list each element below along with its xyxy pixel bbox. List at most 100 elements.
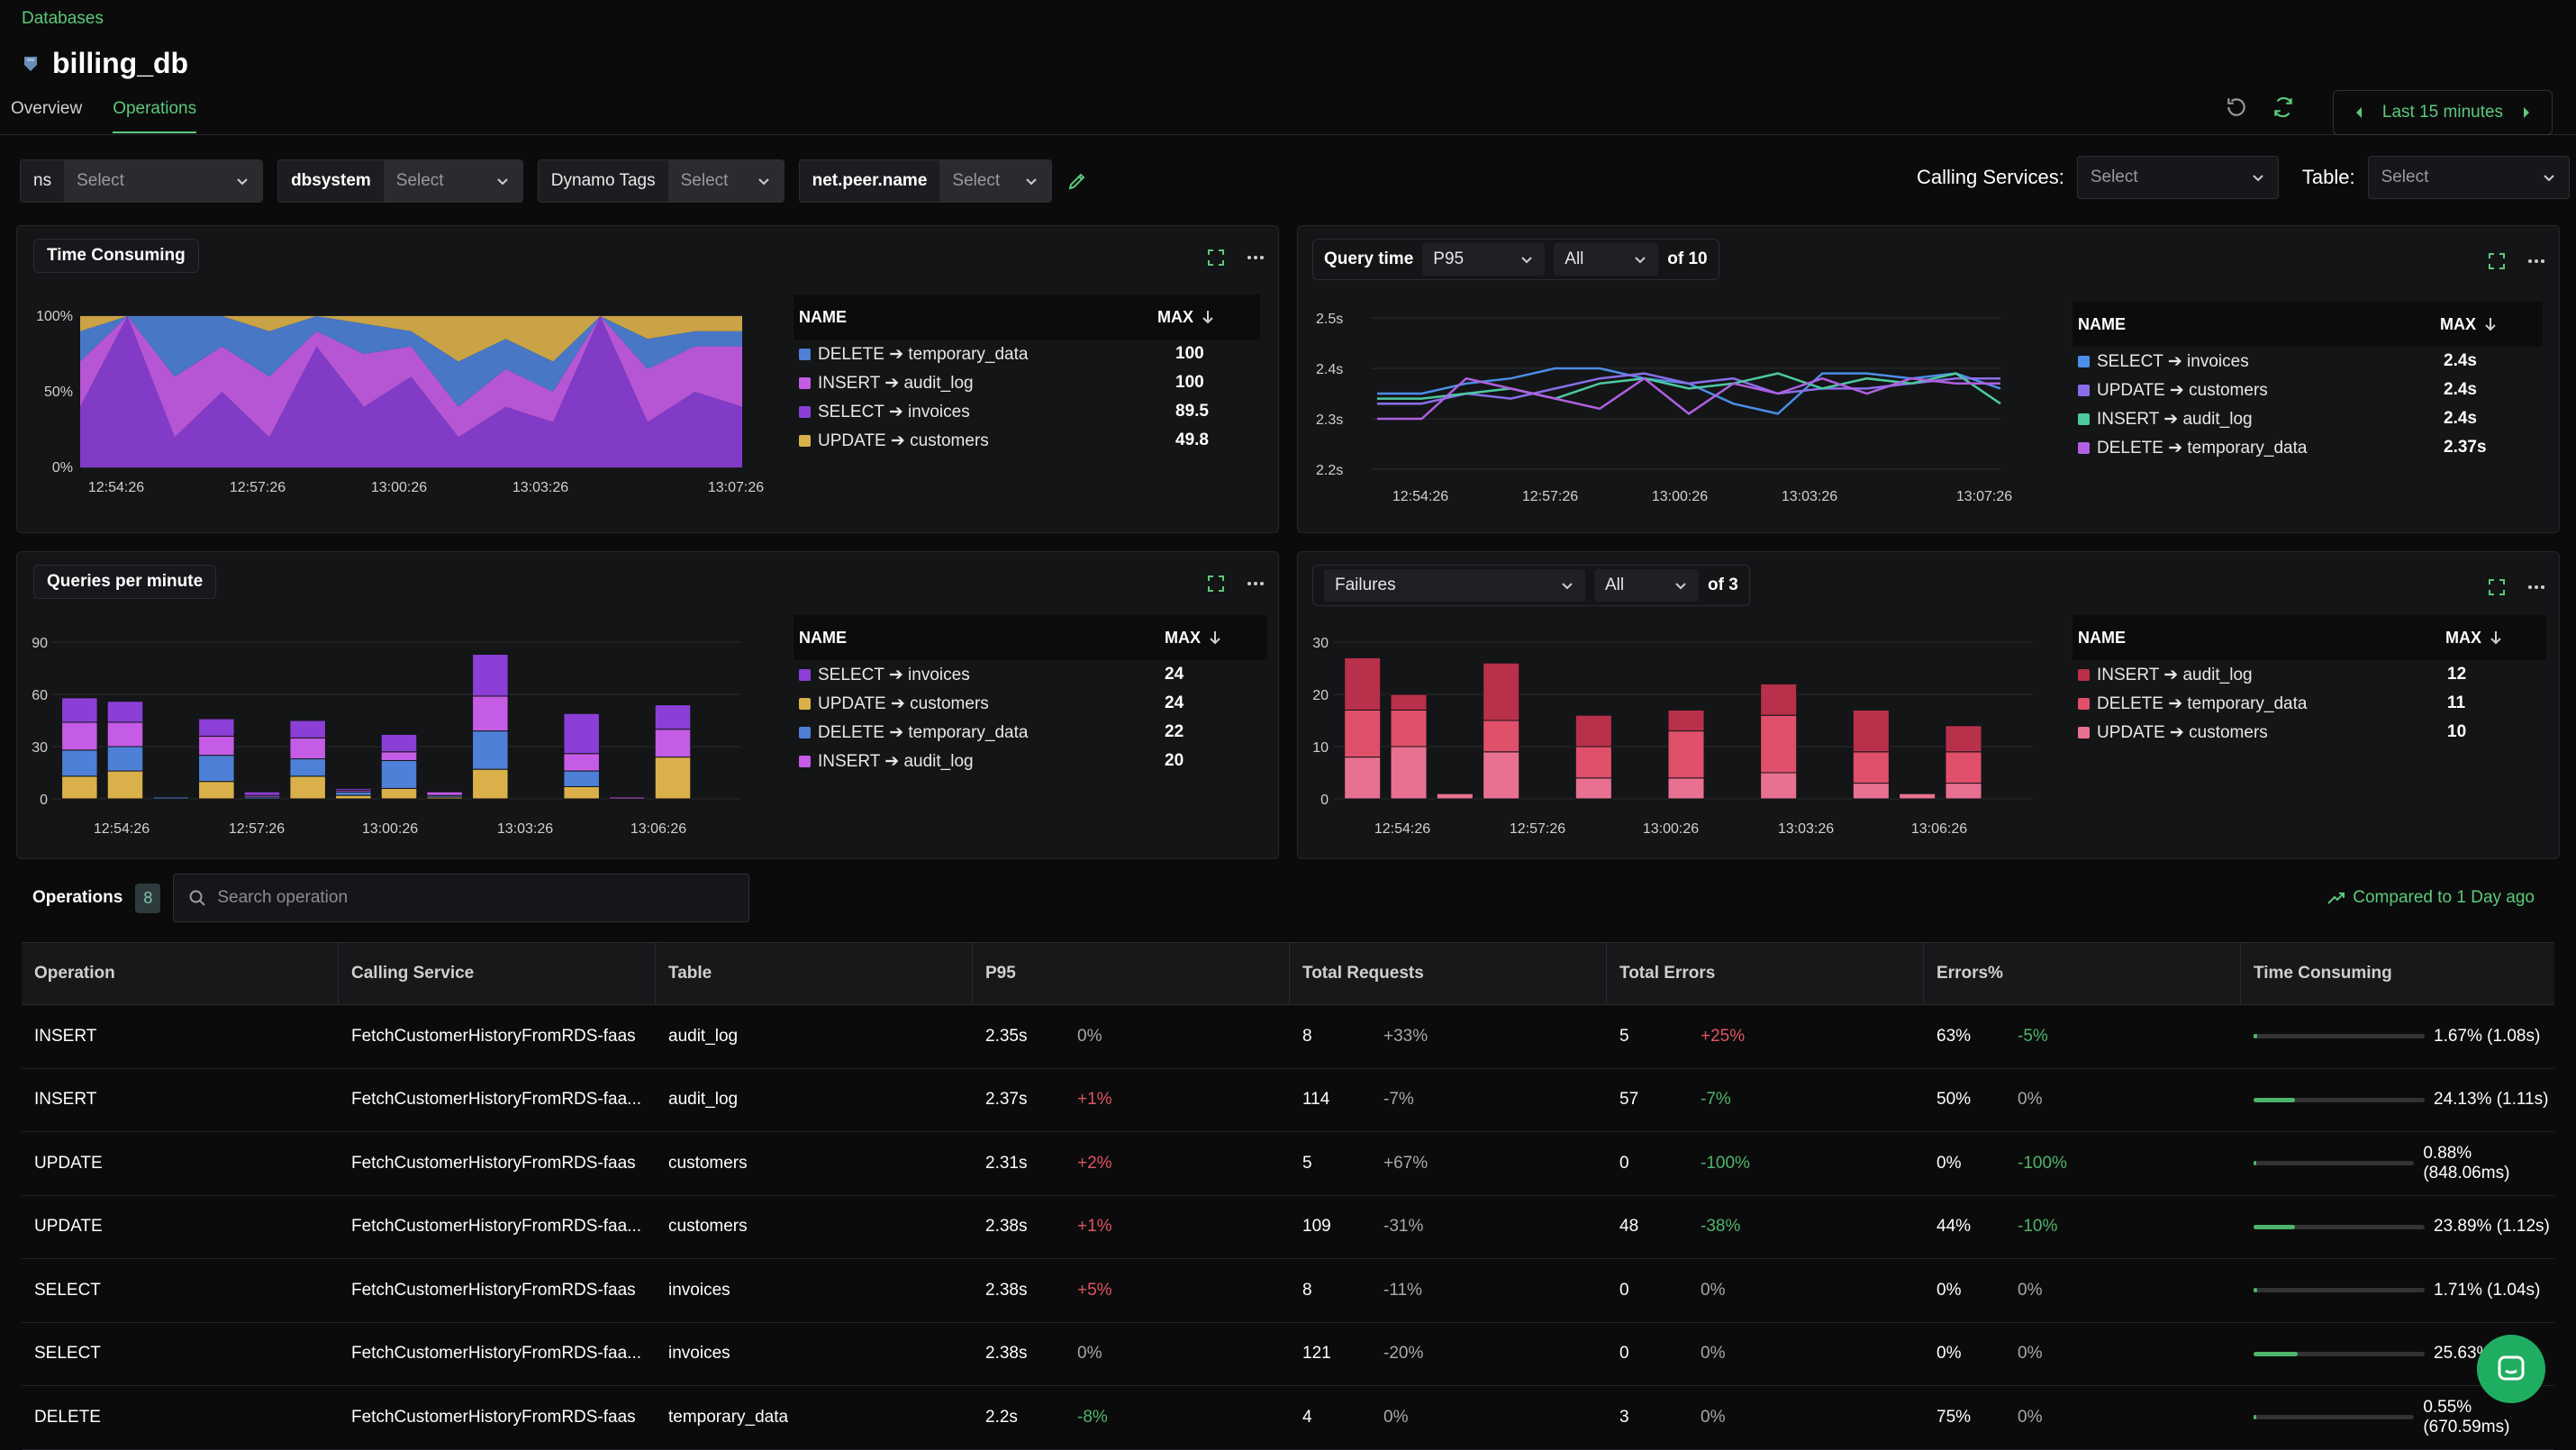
expand-icon[interactable]: [2487, 251, 2507, 271]
legend-row[interactable]: SELECT ➔ invoices 2.4s: [2073, 347, 2543, 376]
error-percent-delta: -5%: [2018, 1026, 2048, 1046]
legend-row[interactable]: SELECT ➔ invoices 24: [794, 660, 1267, 689]
legend-row[interactable]: SELECT ➔ invoices 89.5: [794, 397, 1260, 426]
legend-max-header[interactable]: MAX: [2445, 629, 2503, 648]
ns-select[interactable]: Select: [64, 160, 263, 202]
requests-cell: 8 -11%: [1290, 1259, 1607, 1322]
legend-row[interactable]: DELETE ➔ temporary_data 100: [794, 340, 1260, 368]
time-consuming-bar-fill: [2254, 1415, 2256, 1420]
legend-row[interactable]: DELETE ➔ temporary_data 11: [2073, 689, 2546, 718]
legend-row[interactable]: DELETE ➔ temporary_data 2.37s: [2073, 433, 2543, 462]
trend-up-icon: [2327, 893, 2345, 904]
service-cell: FetchCustomerHistoryFromRDS-faas: [339, 1259, 656, 1322]
scope-select[interactable]: All: [1554, 243, 1659, 276]
dynamo-tags-select[interactable]: Select: [667, 160, 784, 202]
x-tick-label: 12:54:26: [1392, 489, 1448, 504]
more-icon[interactable]: [2526, 577, 2546, 597]
time-range-picker[interactable]: Last 15 minutes: [2333, 90, 2553, 135]
error-percent-value: 0%: [1937, 1280, 1962, 1300]
legend-row[interactable]: UPDATE ➔ customers 24: [794, 689, 1267, 718]
tab-operations[interactable]: Operations: [113, 99, 197, 133]
table-row[interactable]: INSERT FetchCustomerHistoryFromRDS-faas au…: [22, 1005, 2554, 1069]
search-input[interactable]: Search operation: [173, 874, 750, 922]
column-header[interactable]: Total Errors: [1607, 943, 1924, 1004]
chat-button[interactable]: [2477, 1335, 2545, 1403]
legend-header: NAME MAX: [2073, 302, 2543, 347]
net-peer-name-select[interactable]: Select: [939, 160, 1052, 202]
edit-icon[interactable]: [1066, 170, 1088, 192]
operation-value: INSERT: [34, 1026, 97, 1046]
chevron-down-icon: [497, 178, 508, 186]
legend-row[interactable]: INSERT ➔ audit_log 12: [2073, 660, 2546, 689]
legend-swatch: [799, 434, 811, 447]
bar-segment: [1760, 683, 1798, 716]
legend-row[interactable]: INSERT ➔ audit_log 20: [794, 747, 1267, 775]
table-row[interactable]: INSERT FetchCustomerHistoryFromRDS-faa...…: [22, 1069, 2554, 1132]
more-icon[interactable]: [1246, 248, 1265, 267]
legend-max: 24: [1165, 665, 1184, 684]
page-header: billing_db: [22, 47, 188, 80]
legend-row[interactable]: UPDATE ➔ customers 49.8: [794, 426, 1260, 455]
legend-swatch: [2078, 412, 2090, 425]
time-consuming-value: 25.63%: [2434, 1344, 2492, 1364]
legend-max-header[interactable]: MAX: [1157, 308, 1215, 327]
legend-row[interactable]: UPDATE ➔ customers 10: [2073, 718, 2546, 747]
column-header[interactable]: Table: [656, 943, 973, 1004]
percentile-select[interactable]: P95: [1422, 243, 1546, 276]
table-row[interactable]: SELECT FetchCustomerHistoryFromRDS-faas in…: [22, 1259, 2554, 1323]
chevron-right-icon[interactable]: [2521, 106, 2532, 119]
column-header[interactable]: Total Requests: [1290, 943, 1607, 1004]
table-row[interactable]: DELETE FetchCustomerHistoryFromRDS-faas te…: [22, 1386, 2554, 1450]
x-tick-label: 13:00:26: [371, 480, 427, 495]
more-icon[interactable]: [1246, 574, 1265, 594]
column-header[interactable]: P95: [973, 943, 1290, 1004]
table-row[interactable]: UPDATE FetchCustomerHistoryFromRDS-faas cu…: [22, 1132, 2554, 1196]
column-header[interactable]: Time Consuming: [2254, 964, 2392, 983]
area-series-2: [80, 316, 742, 407]
operation-cell: UPDATE: [22, 1196, 339, 1259]
expand-icon[interactable]: [1206, 248, 1226, 267]
chevron-down-icon: [1562, 583, 1573, 590]
calling-services-select[interactable]: Select: [2076, 156, 2279, 199]
metric-select[interactable]: Failures: [1324, 569, 1585, 602]
legend-max-header[interactable]: MAX: [2440, 315, 2498, 334]
legend-row[interactable]: DELETE ➔ temporary_data 22: [794, 718, 1267, 747]
legend-swatch: [799, 755, 811, 767]
errors-cell: 0 0%: [1607, 1259, 1924, 1322]
legend-label: SELECT ➔ invoices: [799, 402, 970, 422]
legend-name: UPDATE ➔ customers: [2097, 380, 2268, 400]
legend-name: INSERT ➔ audit_log: [2097, 665, 2253, 684]
expand-icon[interactable]: [2487, 577, 2507, 597]
breadcrumb[interactable]: Databases: [22, 9, 104, 28]
column-header[interactable]: Errors%: [1924, 943, 2241, 1004]
time-consuming-panel: Time Consuming 0% 50% 100% 12:54:26 12:57:26…: [16, 225, 1279, 533]
select-value: Failures: [1335, 575, 1396, 594]
column-header[interactable]: Calling Service: [339, 943, 656, 1004]
x-tick-label: 12:57:26: [1510, 821, 1565, 837]
legend-row[interactable]: INSERT ➔ audit_log 2.4s: [2073, 404, 2543, 433]
bar-segment: [472, 768, 509, 800]
legend-row[interactable]: UPDATE ➔ customers 2.4s: [2073, 376, 2543, 404]
legend-label: DELETE ➔ temporary_data: [2078, 693, 2307, 714]
service-cell: FetchCustomerHistoryFromRDS-faa...: [339, 1323, 656, 1386]
table-select[interactable]: Select: [2367, 156, 2570, 199]
chevron-left-icon[interactable]: [2354, 106, 2364, 119]
table-row[interactable]: SELECT FetchCustomerHistoryFromRDS-faa...…: [22, 1323, 2554, 1386]
time-consuming-legend: NAME MAX DELETE ➔ temporary_data 100 INSER…: [794, 295, 1260, 455]
more-icon[interactable]: [2526, 251, 2546, 271]
expand-icon[interactable]: [1206, 574, 1226, 594]
y-tick-label: 100%: [36, 309, 73, 324]
scope-select[interactable]: All: [1594, 569, 1699, 602]
tab-overview[interactable]: Overview: [11, 99, 83, 118]
column-header[interactable]: Operation: [22, 943, 339, 1004]
compared-toggle[interactable]: Compared to 1 Day ago: [2327, 888, 2535, 908]
dbsystem-select[interactable]: Select: [383, 160, 522, 202]
undo-icon[interactable]: [2225, 95, 2248, 119]
refresh-icon[interactable]: [2272, 95, 2295, 119]
database-icon: [24, 56, 37, 71]
x-tick-label: 12:57:26: [230, 480, 286, 495]
y-tick-label: 0: [1320, 793, 1329, 808]
legend-row[interactable]: INSERT ➔ audit_log 100: [794, 368, 1260, 397]
table-row[interactable]: UPDATE FetchCustomerHistoryFromRDS-faa...…: [22, 1196, 2554, 1259]
legend-max-header[interactable]: MAX: [1165, 629, 1222, 648]
